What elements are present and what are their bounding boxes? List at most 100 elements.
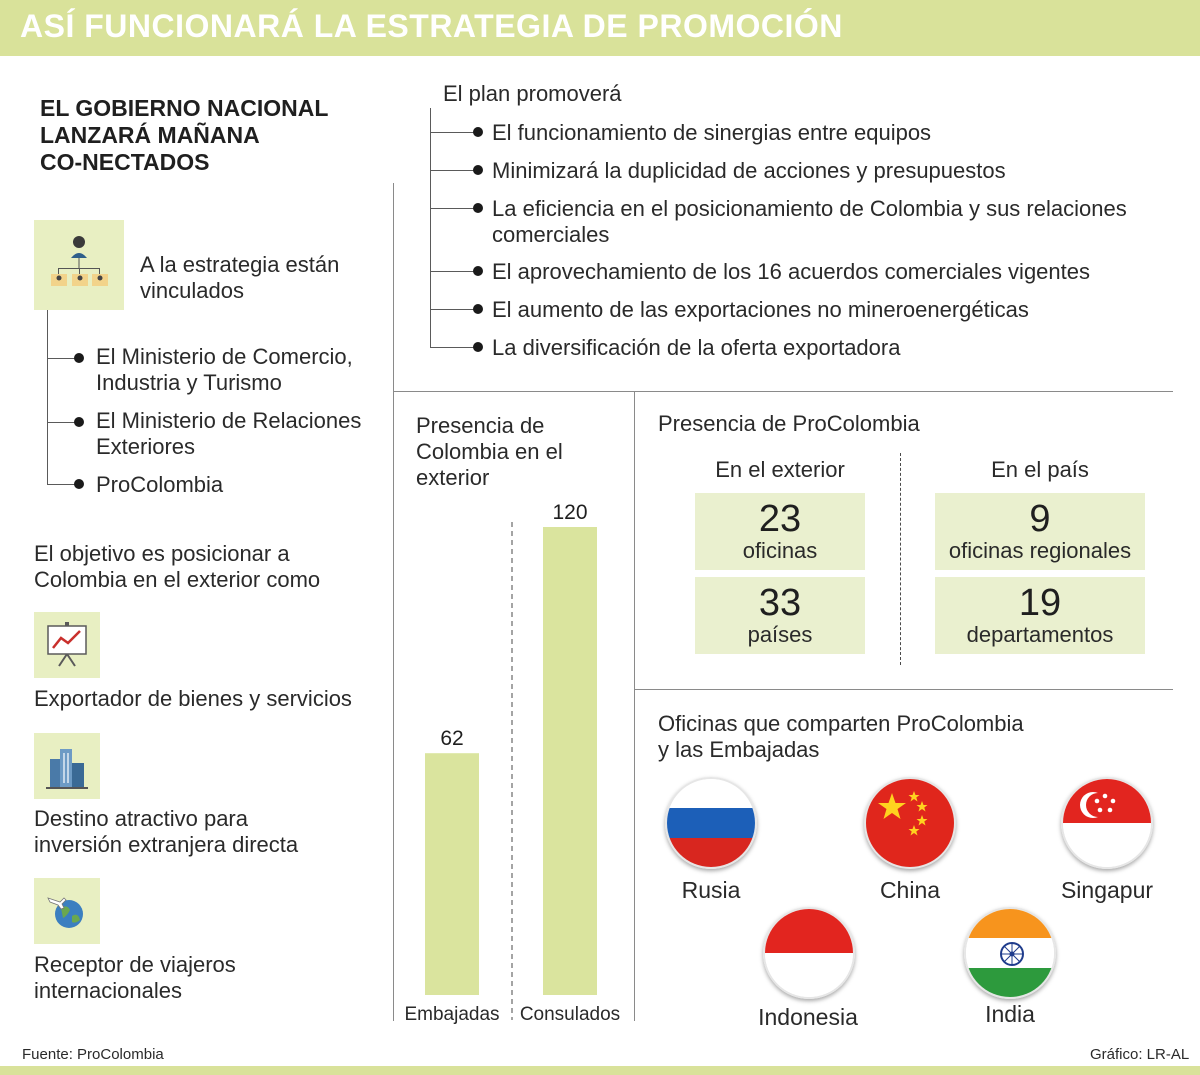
left-heading-line-3: CO-NECTADOS (40, 149, 210, 175)
country-label-china: China (879, 877, 941, 903)
shared-title-line-2: y las Embajadas (658, 737, 820, 762)
indonesia-flag-icon (763, 907, 855, 999)
plan-item-line: La eficiencia en el posicionamiento de C… (492, 196, 1127, 221)
presence-divider (900, 453, 901, 665)
tree-branch (430, 347, 478, 348)
left-heading: EL GOBIERNO NACIONAL LANZARÁ MAÑANA CO-N… (40, 95, 360, 176)
linked-item-mincomercio: El Ministerio de Comercio, Industria y T… (96, 344, 386, 396)
linked-item-line: El Ministerio de Comercio, (96, 344, 353, 369)
section-divider (393, 391, 1173, 392)
stat-card-abroad-offices: 23 oficinas (695, 493, 865, 570)
russia-flag-icon (665, 777, 757, 869)
plan-item-line: El funcionamiento de sinergias entre equ… (492, 120, 932, 145)
tree-branch (430, 170, 478, 171)
country-label-russia: Rusia (681, 877, 741, 903)
bullet-dot (473, 304, 483, 314)
org-chart-icon (34, 220, 124, 310)
bullet-dot (473, 342, 483, 352)
tree-branch (430, 208, 478, 209)
plan-item-efficiency: La eficiencia en el posicionamiento de C… (492, 196, 1182, 248)
section-divider (634, 689, 1173, 690)
bullet-dot (74, 353, 84, 363)
plan-item-line: comerciales (492, 222, 610, 247)
linked-title: A la estrategia están vinculados (140, 252, 380, 304)
stat-value: 33 (758, 582, 802, 624)
presence-title: Presencia de ProColombia (658, 411, 920, 436)
linked-item-line: Exteriores (96, 434, 196, 459)
country-label-singapore: Singapur (1060, 877, 1154, 903)
role-line: Exportador de bienes y servicios (34, 686, 352, 711)
stat-card-domestic-offices: 9 oficinas regionales (935, 493, 1145, 570)
plan-item-line: El aprovechamiento de los 16 acuerdos co… (492, 259, 1090, 284)
plan-item-diversification: La diversificación de la oferta exportad… (492, 335, 1182, 361)
source-note: Fuente: ProColombia (22, 1046, 164, 1063)
shared-title-line-1: Oficinas que comparten ProColombia (658, 711, 1024, 736)
objective-line-2: Colombia en el exterior como (34, 567, 321, 592)
stat-card-domestic-departments: 19 departamentos (935, 577, 1145, 654)
city-buildings-icon (34, 733, 100, 799)
stat-label: oficinas (742, 538, 818, 563)
value-label-embajadas: 62 (440, 727, 463, 750)
tree-branch (430, 132, 478, 133)
objective-heading: El objetivo es posicionar a Colombia en … (34, 541, 384, 593)
section-divider-vertical (634, 391, 635, 1021)
value-label-consulados: 120 (552, 501, 587, 524)
linked-item-cancilleria: El Ministerio de Relaciones Exteriores (96, 408, 386, 460)
tree-branch (47, 484, 79, 485)
stat-value: 9 (1029, 498, 1051, 540)
singapore-flag-icon (1061, 777, 1153, 869)
left-heading-line-2: LANZARÁ MAÑANA (40, 122, 260, 148)
role-line: Destino atractivo para (34, 806, 248, 831)
column-divider (393, 183, 394, 1021)
stat-card-abroad-countries: 33 países (695, 577, 865, 654)
linked-tree-line (47, 310, 48, 485)
country-label-india: India (985, 1001, 1035, 1027)
role-line: Receptor de viajeros (34, 952, 236, 977)
plan-title: El plan promoverá (443, 81, 622, 106)
china-flag-icon (864, 777, 956, 869)
linked-item-procolombia: ProColombia (96, 472, 386, 498)
stat-value: 23 (758, 498, 802, 540)
footer-bar (0, 1066, 1200, 1075)
chart-title: Presencia de Colombia en el exterior (416, 413, 563, 490)
linked-title-line-2: vinculados (140, 278, 244, 303)
globe-plane-icon (34, 878, 100, 944)
role-investment: Destino atractivo para inversión extranj… (34, 806, 394, 858)
bullet-dot (473, 203, 483, 213)
role-travelers: Receptor de viajeros internacionales (34, 952, 394, 1004)
bullet-dot (473, 165, 483, 175)
tree-branch (430, 271, 478, 272)
plan-item-agreements: El aprovechamiento de los 16 acuerdos co… (492, 259, 1182, 285)
stat-label: departamentos (966, 622, 1114, 647)
role-exporter: Exportador de bienes y servicios (34, 686, 394, 712)
linked-title-line-1: A la estrategia están (140, 252, 340, 277)
plan-item-duplicity: Minimizará la duplicidad de acciones y p… (492, 158, 1182, 184)
india-flag-icon (964, 907, 1056, 999)
bullet-dot (473, 266, 483, 276)
linked-item-line: Industria y Turismo (96, 370, 282, 395)
plan-item-synergy: El funcionamiento de sinergias entre equ… (492, 120, 1182, 146)
abroad-title: En el exterior (715, 457, 845, 482)
stat-label: países (747, 622, 813, 647)
credit-note: Gráfico: LR-AL (1090, 1046, 1190, 1063)
tree-branch (47, 358, 79, 359)
presentation-chart-icon (34, 612, 100, 678)
tree-branch (47, 422, 79, 423)
stat-label: oficinas regionales (948, 538, 1132, 563)
plan-item-exports: El aumento de las exportaciones no miner… (492, 297, 1182, 323)
bar-consulados (543, 527, 597, 995)
embassy-consulate-chart: 62 Embajadas 120 Consulados (404, 501, 620, 1025)
linked-item-line: El Ministerio de Relaciones (96, 408, 362, 433)
tree-branch (430, 309, 478, 310)
category-label-embajadas: Embajadas (404, 1004, 499, 1025)
plan-item-line: Minimizará la duplicidad de acciones y p… (492, 158, 1006, 183)
role-line: inversión extranjera directa (34, 832, 299, 857)
left-heading-line-1: EL GOBIERNO NACIONAL (40, 95, 329, 121)
domestic-title: En el país (991, 457, 1089, 482)
objective-line-1: El objetivo es posicionar a (34, 541, 290, 566)
category-label-consulados: Consulados (520, 1004, 620, 1025)
plan-item-line: El aumento de las exportaciones no miner… (492, 297, 1029, 322)
plan-item-line: La diversificación de la oferta exportad… (492, 335, 901, 360)
shared-title: Oficinas que comparten ProColombia y las… (658, 711, 1158, 763)
stat-value: 19 (1018, 582, 1062, 624)
